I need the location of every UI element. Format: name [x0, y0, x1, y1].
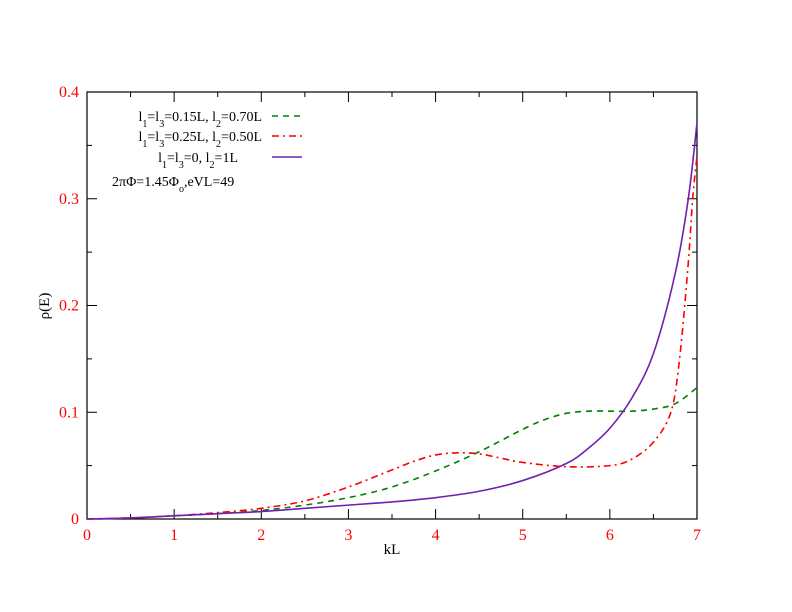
x-axis-label: kL — [384, 542, 401, 558]
y-tick-label: 0.1 — [59, 404, 79, 421]
annotation-text: 2πΦ=1.45Φo,eVL=49 — [112, 175, 234, 195]
y-tick-label: 0.4 — [59, 84, 79, 101]
series-green-dashed-line — [86, 387, 698, 520]
legend-entry-label: l1=l3=0.25L, l2=0.50L — [139, 130, 262, 150]
x-tick-label: 5 — [519, 527, 527, 544]
tick-labels: 0 1 2 3 4 5 6 7 0 0.1 0.2 0.3 0.4 — [59, 84, 701, 544]
series-layer — [86, 122, 698, 520]
x-tick-label: 3 — [344, 527, 352, 544]
series-purple-solid-line — [86, 122, 698, 520]
x-tick-label: 1 — [170, 527, 178, 544]
y-axis-label: ρ(E) — [37, 293, 53, 320]
y-tick-label: 0 — [71, 511, 79, 528]
x-tick-label: 0 — [83, 527, 91, 544]
legend-entry-label: l1=l3=0.15L, l2=0.70L — [139, 110, 262, 130]
x-tick-label: 2 — [257, 527, 265, 544]
x-tick-label: 6 — [606, 527, 614, 544]
x-tick-label: 4 — [432, 527, 440, 544]
series-red-dashdot-line — [86, 155, 698, 520]
legend-entry-label: l1=l3=0, l2=1L — [158, 151, 238, 171]
y-tick-label: 0.3 — [59, 191, 79, 208]
y-tick-label: 0.2 — [59, 298, 79, 315]
x-tick-label: 7 — [693, 527, 701, 544]
